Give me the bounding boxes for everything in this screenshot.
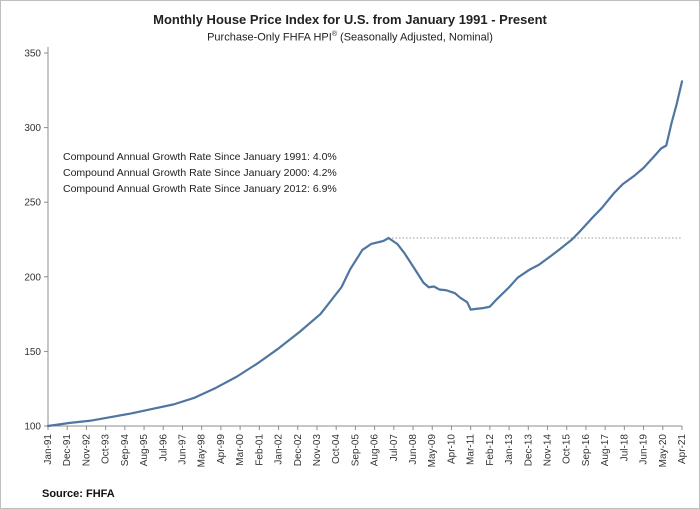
y-tick-label: 200 xyxy=(24,272,41,283)
x-tick-label: Dec-13 xyxy=(523,434,534,467)
x-tick-label: Jun-19 xyxy=(639,434,650,465)
series-line xyxy=(46,80,684,428)
x-tick-label: May-20 xyxy=(658,434,669,468)
chart-subtitle: Purchase-Only FHFA HPI® (Seasonally Adju… xyxy=(0,31,700,44)
y-tick-label: 100 xyxy=(24,422,41,433)
x-tick-label: Jan-13 xyxy=(504,434,515,465)
x-tick-label: Jul-96 xyxy=(158,434,169,462)
y-axis: 100 150 200 250 300 350 xyxy=(24,47,49,433)
x-tick-label: Sep-94 xyxy=(120,434,131,467)
growth-rate-annotation: Compound Annual Growth Rate Since Januar… xyxy=(63,151,337,163)
y-tick-label: 350 xyxy=(24,49,41,60)
x-tick-label: Apr-99 xyxy=(216,434,227,464)
x-tick-label: Jun-08 xyxy=(408,434,419,465)
x-tick-label: Jul-07 xyxy=(389,434,400,462)
x-tick-label: Jan-91 xyxy=(43,434,54,465)
x-tick-label: Jul-18 xyxy=(619,434,630,462)
x-tick-label: Dec-91 xyxy=(62,434,73,467)
growth-rate-annotation: Compound Annual Growth Rate Since Januar… xyxy=(63,183,337,195)
x-tick-label: Apr-10 xyxy=(446,434,457,464)
subtitle-text: Purchase-Only FHFA HPI xyxy=(207,31,332,44)
x-tick-label: Aug-06 xyxy=(370,434,381,467)
x-tick-label: Nov-14 xyxy=(543,434,554,467)
subtitle-tail: (Seasonally Adjusted, Nominal) xyxy=(336,31,493,44)
x-tick-label: Oct-15 xyxy=(562,434,573,464)
x-tick-label: Aug-95 xyxy=(139,434,150,467)
x-tick-label: Jan-02 xyxy=(274,434,285,465)
x-tick-label: Nov-03 xyxy=(312,434,323,467)
x-tick-label: Aug-17 xyxy=(600,434,611,467)
growth-rate-annotation: Compound Annual Growth Rate Since Januar… xyxy=(63,167,337,179)
series-group xyxy=(46,80,684,428)
x-tick-label: Oct-93 xyxy=(101,434,112,464)
x-tick-label: Oct-04 xyxy=(331,434,342,464)
x-tick-label: Jun-97 xyxy=(177,434,188,465)
x-axis: Jan-91 Dec-91 Nov-92 Oct-93 Sep-94 Aug-95 Jul-… xyxy=(43,425,688,468)
x-tick-label: May-09 xyxy=(427,434,438,468)
x-tick-label: Sep-16 xyxy=(581,434,592,467)
x-tick-label: Nov-92 xyxy=(81,434,92,467)
x-tick-label: Apr-21 xyxy=(677,434,688,464)
y-tick-label: 300 xyxy=(24,123,41,134)
x-tick-label: Feb-12 xyxy=(485,434,496,466)
source-note: Source: FHFA xyxy=(42,488,115,500)
x-tick-label: Feb-01 xyxy=(254,434,265,466)
y-tick-label: 250 xyxy=(24,198,41,209)
x-tick-label: May-98 xyxy=(197,434,208,468)
registered-mark: ® xyxy=(331,31,337,38)
x-tick-label: Mar-11 xyxy=(466,434,477,465)
x-tick-label: Dec-02 xyxy=(293,434,304,467)
x-tick-label: Mar-00 xyxy=(235,434,246,466)
x-tick-label: Sep-05 xyxy=(350,434,361,467)
chart-title: Monthly House Price Index for U.S. from … xyxy=(153,12,547,27)
annotations: Compound Annual Growth Rate Since Januar… xyxy=(63,151,337,195)
y-tick-label: 150 xyxy=(24,347,41,358)
